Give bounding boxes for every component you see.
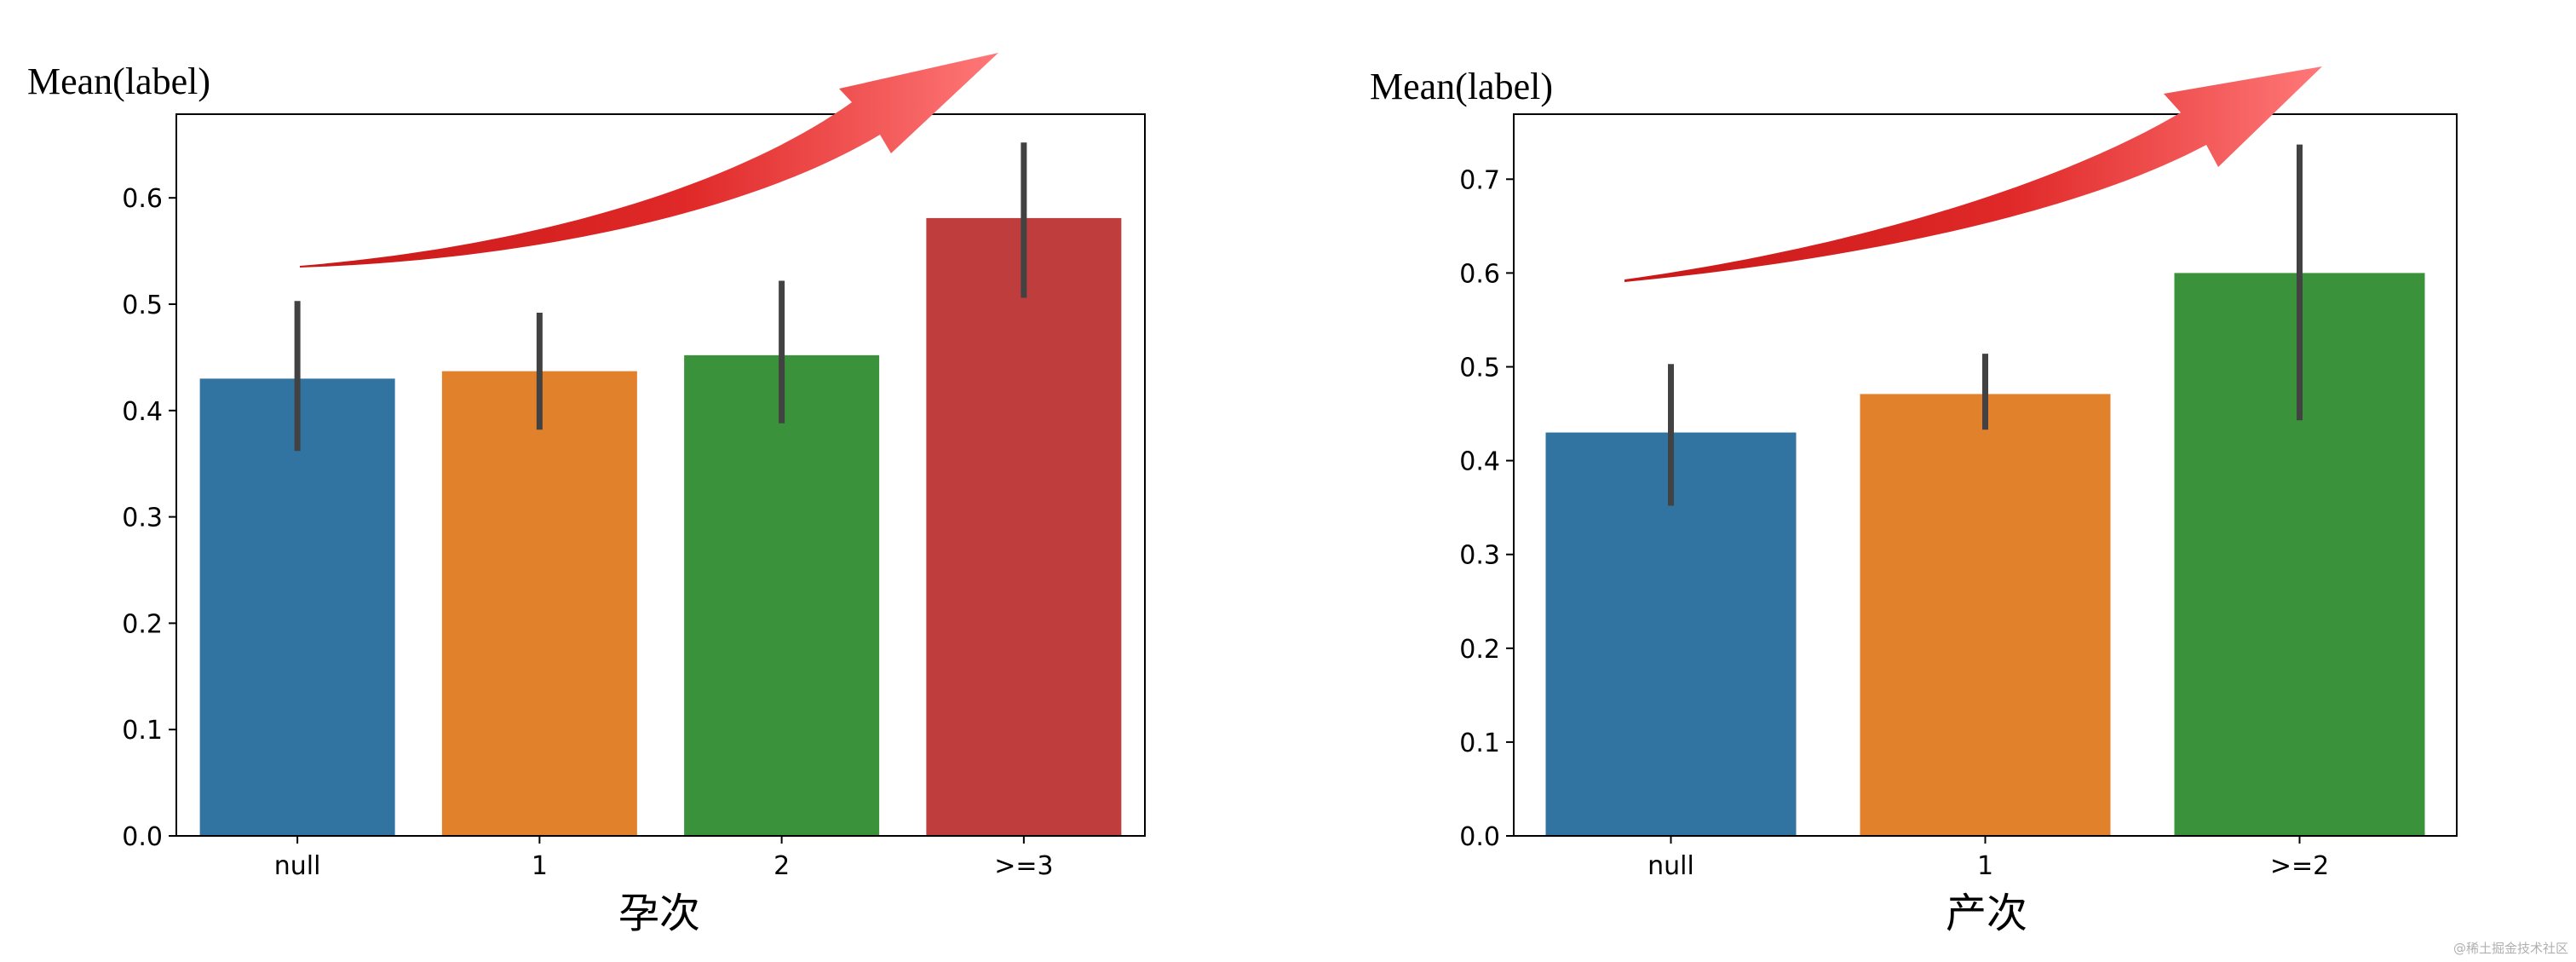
- chart-right-ytick-label-4: 0.4: [1459, 447, 1500, 477]
- chart-right-errorbars: [1668, 144, 2303, 506]
- chart-right-trend-arrow: [1624, 66, 2322, 282]
- chart-right-xtick-label-1: 1: [1977, 851, 1993, 881]
- chart-right-yticks: 0.0 0.1 0.2 0.3 0.4 0.5 0.6 0.7: [1459, 165, 1514, 852]
- chart-right-xticks: null 1 >=2: [1647, 836, 2329, 881]
- chart-right-bar-1: [1860, 394, 2111, 837]
- chart-left-ylabel: Mean(label): [27, 60, 210, 102]
- chart-left-bar-2: [684, 354, 880, 836]
- chart-left-ytick-label-2: 0.2: [122, 609, 163, 639]
- chart-left-xtick-label-2: 2: [773, 851, 790, 881]
- chart-right-xtick-label-2: >=2: [2270, 851, 2329, 881]
- chart-left-ytick-label-3: 0.3: [122, 504, 163, 533]
- chart-right-ytick-label-1: 0.1: [1459, 729, 1500, 758]
- chart-right-ytick-label-0: 0.0: [1459, 822, 1500, 852]
- chart-right-xtick-label-0: null: [1647, 851, 1694, 881]
- chart-left-ytick-label-6: 0.6: [122, 184, 163, 214]
- chart-left-yticks: 0.0 0.1 0.2 0.3 0.4 0.5 0.6: [122, 184, 176, 852]
- chart-left: 0.0 0.1 0.2 0.3 0.4 0.5 0.6 null 1 2 >=3 Mean(lab…: [27, 53, 1146, 937]
- chart-right-ytick-label-6: 0.6: [1459, 259, 1500, 289]
- watermark: @稀土掘金技术社区: [2453, 941, 2568, 956]
- chart-left-xtick-label-0: null: [274, 851, 321, 881]
- chart-right-xlabel: 产次: [1946, 890, 2027, 937]
- chart-left-xticks: null 1 2 >=3: [274, 836, 1054, 881]
- chart-right-ylabel: Mean(label): [1370, 66, 1553, 107]
- chart-right: 0.0 0.1 0.2 0.3 0.4 0.5 0.6 0.7 null 1 >=2 Mean(l…: [1370, 66, 2458, 937]
- chart-left-ytick-label-1: 0.1: [122, 716, 163, 746]
- chart-left-bar-3: [926, 217, 1122, 837]
- chart-left-trend-arrow: [300, 53, 998, 268]
- chart-left-xtick-label-1: 1: [532, 851, 548, 881]
- chart-left-xtick-label-3: >=3: [994, 851, 1053, 881]
- chart-right-ytick-label-2: 0.2: [1459, 635, 1500, 665]
- chart-left-bars: [199, 217, 1122, 837]
- chart-right-ytick-label-5: 0.5: [1459, 354, 1500, 383]
- chart-left-bar-1: [441, 371, 637, 836]
- chart-left-bar-0: [199, 378, 395, 836]
- chart-left-ytick-label-0: 0.0: [122, 822, 163, 852]
- chart-left-ytick-label-5: 0.5: [122, 291, 163, 320]
- chart-right-ytick-label-3: 0.3: [1459, 541, 1500, 571]
- chart-left-axes-frame: [175, 113, 1146, 837]
- chart-left-xlabel: 孕次: [618, 890, 700, 937]
- chart-left-ytick-label-4: 0.4: [122, 397, 163, 427]
- chart-left-errorbars: [294, 142, 1027, 452]
- chart-right-axes-frame: [1513, 113, 2458, 837]
- chart-right-ytick-label-7: 0.7: [1459, 165, 1500, 195]
